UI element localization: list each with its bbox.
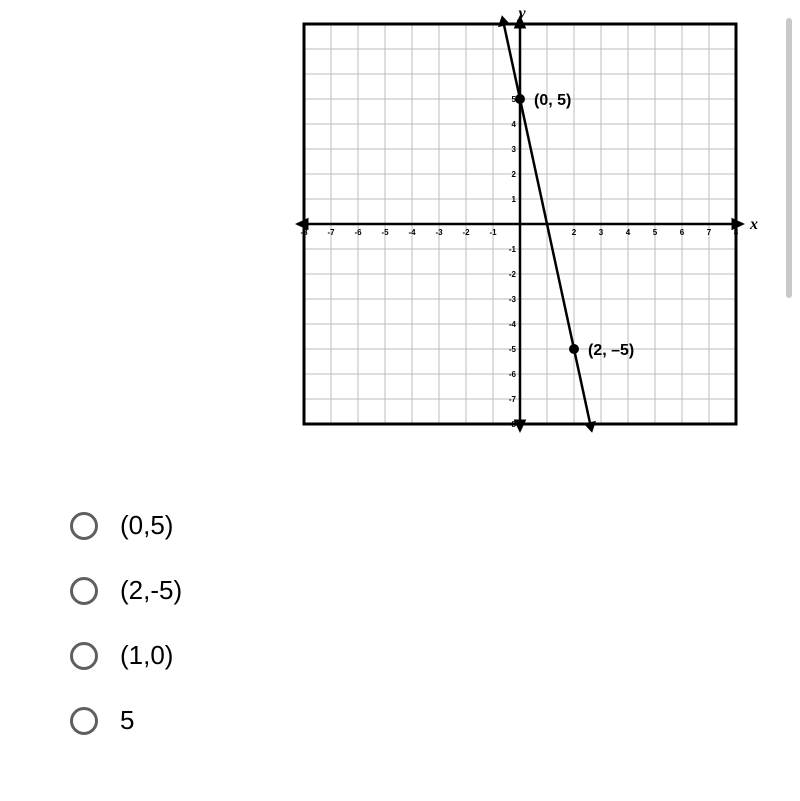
- radio-icon: [70, 707, 98, 735]
- svg-text:2: 2: [572, 228, 577, 237]
- svg-text:4: 4: [626, 228, 631, 237]
- answer-options: (0,5) (2,-5) (1,0) 5: [70, 510, 182, 736]
- option-label: (2,-5): [120, 575, 182, 606]
- svg-text:y: y: [516, 5, 526, 22]
- svg-text:5: 5: [653, 228, 658, 237]
- option-label: (0,5): [120, 510, 173, 541]
- svg-text:-3: -3: [435, 228, 443, 237]
- page-root: -8 -7 -6 -5 -4 -3 -2 -1 2 3 4 5 6 7 8 5 4 3 2 1 -1 -2 -3 -4 -5 -6…: [0, 0, 800, 801]
- svg-text:x: x: [749, 216, 758, 233]
- svg-text:-5: -5: [509, 345, 517, 354]
- svg-text:7: 7: [707, 228, 712, 237]
- radio-icon: [70, 642, 98, 670]
- svg-text:-7: -7: [327, 228, 335, 237]
- svg-text:1: 1: [512, 195, 517, 204]
- svg-text:-8: -8: [509, 420, 517, 429]
- chart-container: -8-7-6-5-4-3-2-1234567854321-1-2-3-4-5-6…: [280, 0, 780, 440]
- coordinate-graph: -8-7-6-5-4-3-2-1234567854321-1-2-3-4-5-6…: [280, 0, 780, 440]
- svg-text:-1: -1: [489, 228, 497, 237]
- svg-text:8: 8: [734, 228, 739, 237]
- option-label: 5: [120, 705, 134, 736]
- svg-text:(0, 5): (0, 5): [534, 92, 571, 109]
- svg-text:(2, –5): (2, –5): [588, 342, 634, 359]
- svg-text:-3: -3: [509, 295, 517, 304]
- option-label: (1,0): [120, 640, 173, 671]
- option-0[interactable]: (0,5): [70, 510, 182, 541]
- svg-text:-1: -1: [509, 245, 517, 254]
- svg-text:-2: -2: [509, 270, 517, 279]
- svg-text:3: 3: [512, 145, 517, 154]
- svg-text:4: 4: [512, 120, 517, 129]
- svg-text:3: 3: [599, 228, 604, 237]
- scrollbar-thumb[interactable]: [786, 18, 792, 298]
- svg-text:-8: -8: [300, 228, 308, 237]
- svg-text:-5: -5: [381, 228, 389, 237]
- option-3[interactable]: 5: [70, 705, 182, 736]
- svg-text:-4: -4: [408, 228, 416, 237]
- option-2[interactable]: (1,0): [70, 640, 182, 671]
- svg-text:-2: -2: [462, 228, 470, 237]
- svg-text:-6: -6: [509, 370, 517, 379]
- svg-text:-4: -4: [509, 320, 517, 329]
- svg-text:-6: -6: [354, 228, 362, 237]
- svg-text:-7: -7: [509, 395, 517, 404]
- svg-text:2: 2: [512, 170, 517, 179]
- radio-icon: [70, 512, 98, 540]
- radio-icon: [70, 577, 98, 605]
- svg-text:6: 6: [680, 228, 685, 237]
- option-1[interactable]: (2,-5): [70, 575, 182, 606]
